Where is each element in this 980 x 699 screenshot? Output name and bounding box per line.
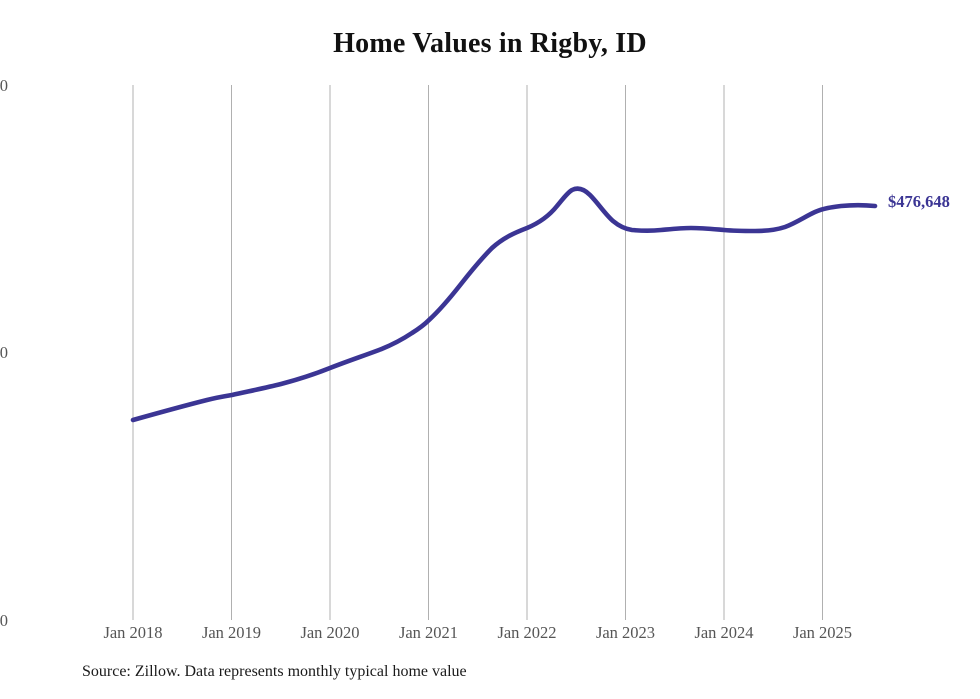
home-value-line <box>130 186 878 423</box>
xtick-label-jan-2023: Jan 2023 <box>595 623 656 642</box>
chart-title: Home Values in Rigby, ID <box>333 28 647 59</box>
ytick-label-620000: $620,000 <box>0 76 8 95</box>
gridlines-group <box>132 85 823 620</box>
source-note: Source: Zillow. Data represents monthly … <box>82 663 467 680</box>
line-end-value-annotation: $476,648 <box>888 192 950 211</box>
xtick-label-jan-2018: Jan 2018 <box>103 623 163 642</box>
xtick-label-jan-2019: Jan 2019 <box>201 623 262 642</box>
xtick-label-jan-2025: Jan 2025 <box>792 623 853 642</box>
ytick-label-310000: $310,000 <box>0 343 8 362</box>
xtick-label-jan-2021: Jan 2021 <box>398 623 459 642</box>
xtick-label-jan-2024: Jan 2024 <box>694 623 754 642</box>
xtick-label-jan-2022: Jan 2022 <box>497 623 557 642</box>
xtick-label-jan-2020: Jan 2020 <box>300 623 360 642</box>
ytick-label-0: $0 <box>0 611 8 630</box>
